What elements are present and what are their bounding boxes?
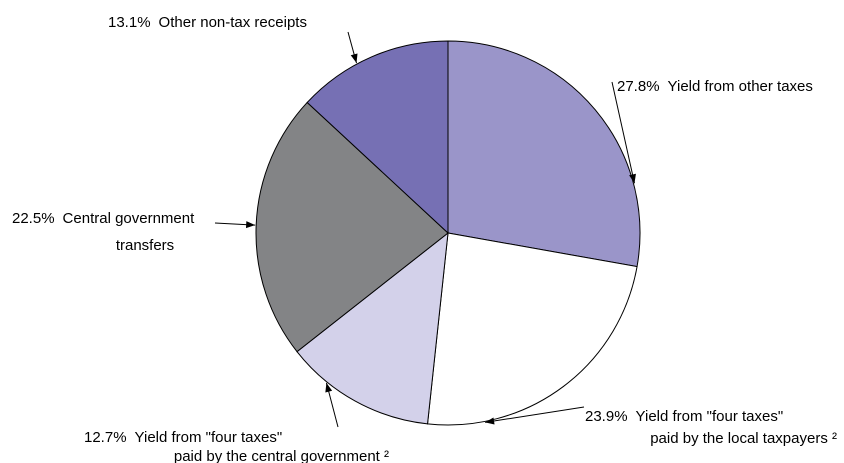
leader-lines	[214, 31, 636, 428]
pie-slice	[426, 232, 638, 426]
leader-arrowhead	[629, 173, 636, 184]
slice-label-other-taxes: 27.8% Yield from other taxes	[617, 78, 813, 95]
leader-arrowhead	[350, 53, 358, 64]
leader-arrowhead	[325, 382, 333, 393]
leader-line	[485, 406, 585, 423]
slice-label-central-transfers: 22.5% Central government	[12, 210, 195, 227]
slice-text: Other non-tax receipts	[159, 14, 307, 31]
slice-label-non-tax: 13.1% Other non-tax receipts	[108, 14, 307, 31]
leader-line	[611, 81, 635, 184]
slice-label-four-taxes-local-line2: paid by the local taxpayers ²	[650, 430, 837, 447]
slice-text: Yield from other taxes	[668, 78, 813, 95]
pie-slice	[306, 40, 449, 235]
pie-slice	[296, 231, 449, 425]
pie-slice	[447, 40, 641, 268]
pie-slices	[255, 40, 641, 426]
slice-label-four-taxes-local: 23.9% Yield from "four taxes"	[585, 408, 783, 425]
slice-percent: 23.9%	[585, 408, 628, 425]
slice-text: Yield from "four taxes"	[135, 429, 283, 446]
slice-label-central-transfers-line2: transfers	[116, 237, 174, 254]
slice-label-four-taxes-central: 12.7% Yield from "four taxes"	[84, 429, 282, 446]
slice-labels: 27.8% Yield from other taxes 23.9% Yield f…	[12, 14, 837, 463]
slice-label-four-taxes-central-line2: paid by the central government ²	[174, 448, 389, 463]
leader-arrowhead	[245, 221, 256, 229]
leader-arrowhead	[485, 417, 495, 425]
slice-text: Central government	[63, 210, 196, 227]
slice-percent: 22.5%	[12, 210, 55, 227]
slice-percent: 12.7%	[84, 429, 127, 446]
pie-slice	[255, 101, 449, 353]
slice-percent: 13.1%	[108, 14, 151, 31]
slice-percent: 27.8%	[617, 78, 660, 95]
slice-text: Yield from "four taxes"	[636, 408, 784, 425]
